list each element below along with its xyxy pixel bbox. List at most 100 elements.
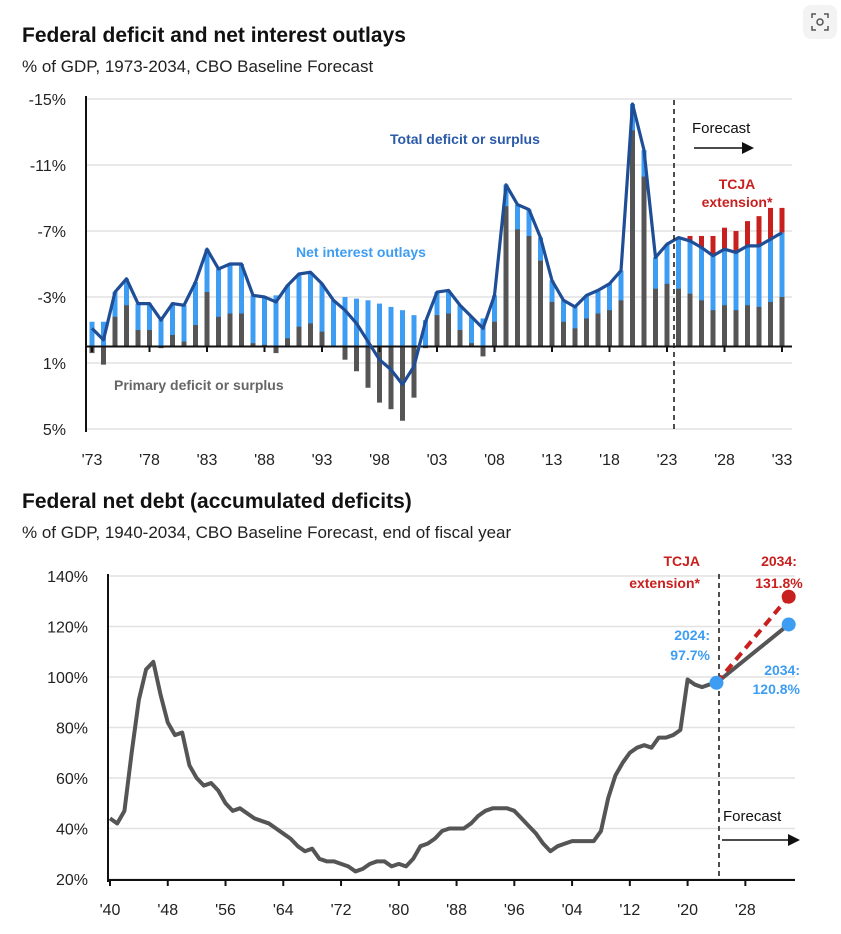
primary-deficit-bar	[216, 316, 221, 347]
top-x-tick-label: '03	[427, 452, 448, 469]
bottom-y-tick-label: 60%	[56, 771, 88, 788]
primary-deficit-bar	[342, 346, 348, 360]
primary-deficit-bar	[745, 305, 750, 347]
primary-deficit-bar	[699, 300, 704, 347]
bottom-y-tick-label: 100%	[47, 670, 88, 687]
top-y-tick-label: 5%	[43, 422, 66, 439]
primary-deficit-bar	[365, 346, 371, 388]
net-interest-bar	[239, 264, 244, 347]
bottom-x-tick-label: '48	[157, 902, 178, 919]
primary-deficit-bar	[733, 310, 739, 347]
primary-deficit-bar	[549, 301, 555, 347]
primary-deficit-bar	[572, 328, 578, 347]
tcja-extension-bar	[687, 235, 693, 241]
tcja-extension-bar	[779, 207, 785, 233]
net-interest-bar	[308, 272, 313, 347]
primary-deficit-bar	[653, 288, 658, 347]
net-interest-bar	[480, 318, 486, 347]
bottom-y-tick-label: 140%	[47, 569, 88, 586]
primary-deficit-bar	[135, 330, 141, 347]
primary-deficit-bar	[515, 229, 520, 347]
net-interest-bar	[181, 305, 187, 347]
baseline-2034-point	[781, 617, 796, 632]
top-x-tick-label: '13	[542, 452, 563, 469]
scan-lens-icon[interactable]	[803, 5, 837, 39]
total-deficit-line	[90, 102, 783, 387]
primary-deficit-bar	[112, 316, 118, 347]
bottom-forecast-arrow-icon	[722, 834, 800, 846]
bottom-x-tick-label: '28	[735, 902, 756, 919]
net-interest-bar	[342, 297, 348, 347]
bottom-x-tick-label: '40	[100, 902, 121, 919]
primary-deficit-bar	[607, 310, 612, 347]
net-interest-bar	[250, 295, 256, 347]
bottom-y-tick-labels: 20% 40% 60% 80% 100% 120% 140%	[47, 569, 88, 889]
primary-deficit-bar	[204, 292, 210, 347]
net-interest-bar	[158, 318, 164, 347]
net-interest-bar	[296, 273, 302, 347]
net-interest-bar	[572, 306, 578, 347]
primary-deficit-bar	[354, 346, 359, 372]
bottom-gridlines	[108, 575, 795, 880]
net-interest-bar	[400, 310, 405, 347]
top-chart-title: Federal deficit and net interest outlays	[22, 24, 406, 47]
primary-deficit-bar	[181, 341, 187, 347]
primary-deficit-bar	[319, 331, 325, 347]
primary-deficit-bar	[492, 321, 497, 347]
net-interest-bar	[411, 315, 417, 347]
bottom-y-tick-label: 40%	[56, 822, 88, 839]
primary-deficit-bar	[434, 315, 440, 347]
bottom-x-tick-label: '56	[215, 902, 236, 919]
net-interest-bar	[745, 245, 750, 347]
top-tcja-label-line2: extension*	[702, 194, 773, 210]
bottom-x-tick-label: '88	[446, 902, 467, 919]
primary-deficit-bar	[676, 288, 681, 347]
primary-deficit-bar	[411, 346, 417, 398]
net-interest-bar	[423, 320, 428, 347]
primary-deficit-bar	[618, 300, 624, 347]
primary-deficit-bar	[687, 293, 693, 347]
primary-deficit-bar	[503, 206, 509, 347]
top-y-tick-labels: -15% -11% -7% -3% 1% 5%	[29, 92, 66, 439]
debt-2024-point	[709, 675, 724, 690]
primary-deficit-bar	[768, 301, 773, 347]
net-interest-bar	[262, 297, 267, 347]
net-interest-bar	[722, 249, 727, 347]
top-x-tick-label: '28	[714, 452, 735, 469]
net-interest-bar	[331, 300, 336, 347]
primary-deficit-bar	[526, 235, 532, 347]
net-interest-bar	[365, 300, 371, 347]
net-interest-bar	[469, 316, 474, 347]
bottom-x-tick-label: '72	[331, 902, 352, 919]
debt-2024-label-line2: 97.7%	[670, 647, 710, 663]
net-interest-bar	[492, 295, 497, 347]
debt-forecast-lines	[709, 589, 796, 690]
primary-deficit-bar	[722, 305, 727, 347]
top-x-tick-label: '33	[772, 452, 793, 469]
net-interest-bar	[768, 239, 773, 347]
total-deficit-label: Total deficit or surplus	[390, 131, 540, 147]
primary-deficit-bar	[170, 334, 175, 347]
primary-deficit-bar	[285, 338, 290, 347]
bottom-x-tick-label: '20	[677, 902, 698, 919]
bottom-x-tick-label: '96	[504, 902, 525, 919]
primary-deficit-label: Primary deficit or surplus	[114, 377, 284, 393]
primary-deficit-bar	[561, 321, 566, 347]
net-interest-bar	[377, 303, 382, 347]
tcja-extension-bar	[768, 207, 773, 240]
tcja-2034-label-line1: 2034:	[761, 553, 797, 569]
net-interest-bar	[756, 245, 762, 347]
primary-deficit-bar	[193, 325, 198, 347]
tcja-extension-bar	[710, 235, 716, 256]
net-interest-bar	[710, 255, 716, 347]
top-x-tick-label: '93	[312, 452, 333, 469]
bottom-x-tick-label: '64	[273, 902, 294, 919]
bottom-chart-subtitle: % of GDP, 1940-2034, CBO Baseline Foreca…	[22, 523, 512, 542]
primary-deficit-bar	[469, 343, 474, 347]
primary-deficit-bar	[710, 310, 716, 347]
net-interest-bar	[388, 306, 394, 347]
bottom-x-tick-label: '80	[388, 902, 409, 919]
primary-deficit-bar	[250, 343, 256, 347]
top-forecast-arrow-icon	[694, 142, 754, 154]
